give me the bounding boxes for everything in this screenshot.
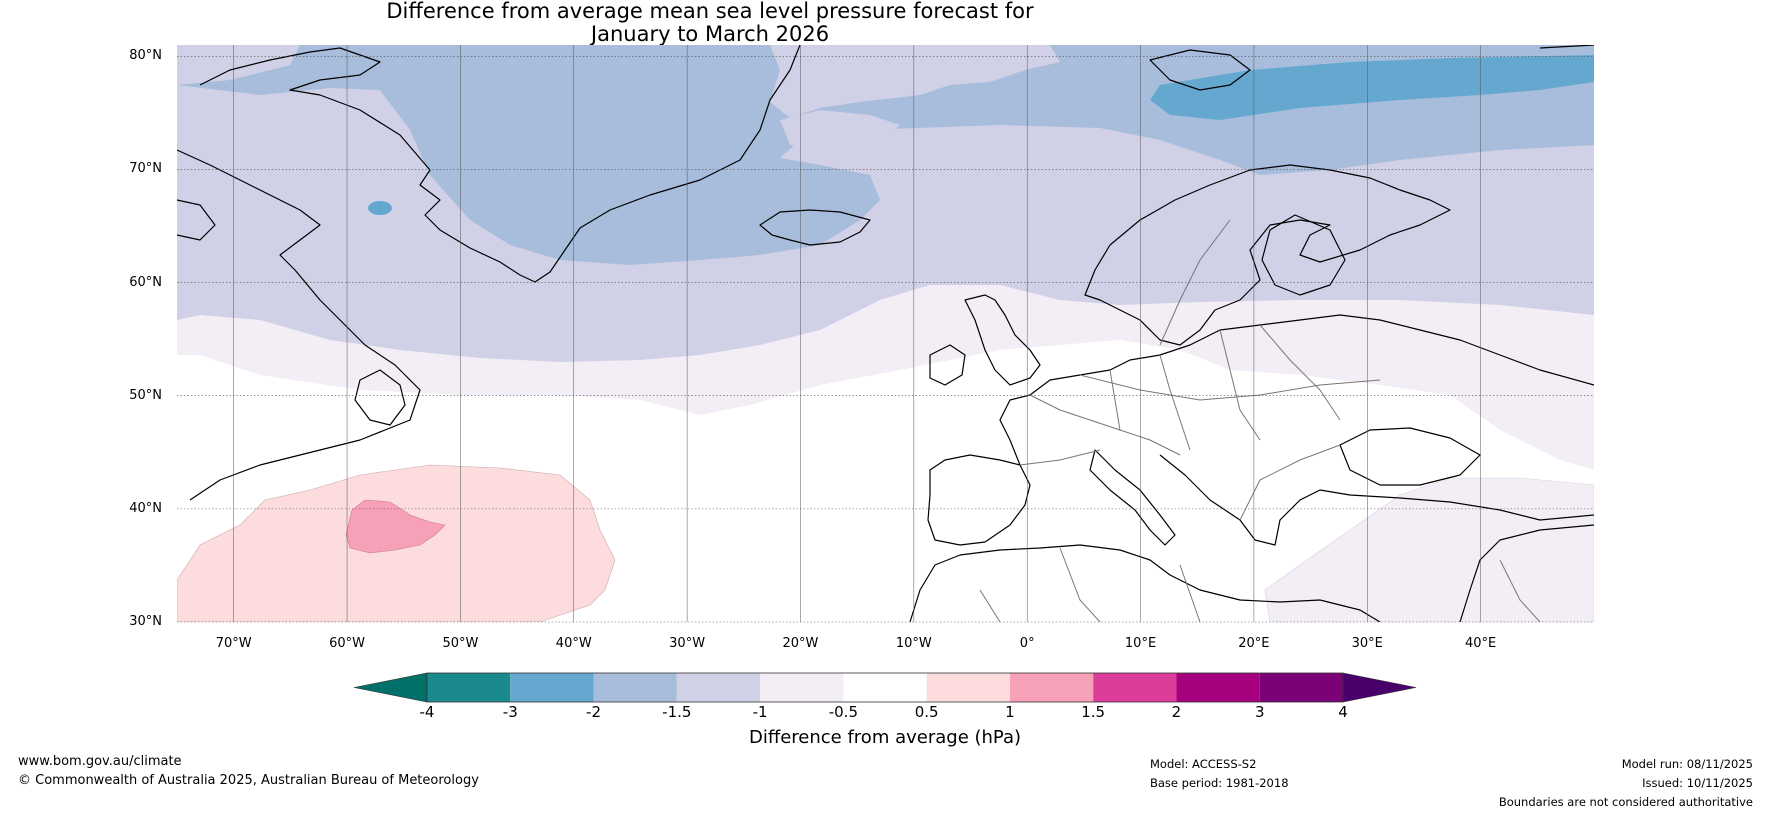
colorbar-tick-label: -2	[586, 703, 602, 721]
border-11	[1059, 547, 1101, 622]
scandinavia-coast	[1084, 164, 1451, 346]
border-9	[1159, 219, 1231, 346]
anomaly-band-minus3	[1150, 55, 1594, 120]
border-8	[1239, 444, 1341, 521]
anomaly-patch-minus3-west	[368, 201, 392, 215]
colorbar-tick-label: 0.5	[914, 703, 939, 721]
great-britain-coast	[964, 294, 1041, 386]
ireland-coast	[929, 344, 966, 386]
longitude-label: 30°W	[669, 636, 706, 651]
black-sea-coast	[1339, 427, 1481, 486]
colorbar-segment	[1259, 673, 1343, 702]
longitude-label: 10°W	[895, 636, 932, 651]
colorbar-segment	[843, 673, 927, 702]
colorbar-segment	[760, 673, 844, 702]
colorbar-tick-label: -0.5	[828, 703, 858, 721]
longitude-label: 10°E	[1124, 636, 1157, 651]
colorbar-tick-label: -1.5	[662, 703, 692, 721]
longitude-label: 40°E	[1464, 636, 1497, 651]
border-3	[1159, 354, 1191, 451]
svalbard-coast	[1149, 49, 1251, 91]
longitude-label: 50°W	[442, 636, 479, 651]
border-12	[1179, 564, 1201, 622]
colorbar	[353, 672, 1417, 703]
colorbar-over-arrow	[1342, 672, 1417, 703]
footer-model: Model: ACCESS-S2	[1150, 757, 1257, 771]
colorbar-tick-label: -4	[419, 703, 435, 721]
iberia-coast	[927, 454, 1031, 546]
border-4	[1219, 329, 1261, 441]
longitude-label: 60°W	[329, 636, 365, 651]
country-borders	[979, 219, 1541, 622]
colorbar-title: Difference from average (hPa)	[748, 727, 1022, 748]
balkans-greece-coast	[1159, 454, 1321, 546]
map-title: Difference from average mean sea level p…	[0, 0, 1420, 46]
footer-url[interactable]: www.bom.gov.au/climate	[18, 754, 182, 769]
border-2	[1109, 369, 1121, 431]
north-africa-coast	[909, 544, 1381, 622]
border-1	[1029, 394, 1181, 456]
longitude-label: 40°W	[555, 636, 592, 651]
border-6	[1079, 374, 1381, 401]
colorbar-tick-label: 1.5	[1081, 703, 1106, 721]
colorbar-segment	[1009, 673, 1094, 702]
pressure-anomaly-field	[177, 45, 1594, 622]
canada-coast	[177, 149, 421, 501]
latitude-label: 50°N	[129, 387, 162, 403]
longitude-label: 20°E	[1238, 636, 1270, 651]
graticule	[177, 45, 1594, 623]
border-13	[1499, 559, 1541, 622]
canada-islands	[177, 199, 216, 241]
colorbar-frame	[426, 672, 1344, 703]
greenland-coast	[199, 45, 801, 283]
border-7	[1019, 449, 1101, 466]
novaya-zemlya-coast	[1539, 45, 1594, 49]
france-coast	[999, 394, 1031, 466]
border-10	[979, 589, 1001, 622]
title-line-2: January to March 2026	[590, 22, 830, 46]
colorbar-tick-label: -1	[752, 703, 768, 721]
levant-coast	[1459, 524, 1594, 622]
colorbar-segment	[1093, 673, 1177, 702]
longitude-label: 70°W	[215, 636, 252, 651]
colorbar-segment	[926, 673, 1010, 702]
colorbar-segment	[593, 673, 677, 702]
footer-model-run: Model run: 08/11/2025	[1621, 757, 1753, 771]
iceland-coast	[759, 209, 871, 246]
colorbar-tick-label: 3	[1254, 703, 1265, 721]
title-line-1: Difference from average mean sea level p…	[386, 0, 1034, 23]
longitude-label: 0°	[1019, 636, 1035, 651]
border-5	[1259, 324, 1341, 421]
anomaly-band-plus1	[345, 499, 446, 554]
finland-coast	[1261, 214, 1346, 296]
colorbar-tick-label: 1	[1005, 703, 1015, 721]
longitude-label: 20°W	[782, 636, 819, 651]
colorbar-segment	[510, 673, 594, 702]
colorbar-segment	[1176, 673, 1260, 702]
latitude-label: 40°N	[129, 500, 162, 516]
latitude-label: 30°N	[129, 614, 162, 629]
latitude-label: 60°N	[129, 274, 162, 290]
latitude-label: 70°N	[129, 161, 162, 177]
italy-coast	[1089, 449, 1176, 546]
colorbar-tick-label: 4	[1338, 703, 1348, 721]
colorbar-tick-label: 2	[1171, 703, 1182, 721]
footer-disclaimer: Boundaries are not considered authoritat…	[1498, 795, 1753, 809]
colorbar-under-arrow	[353, 672, 428, 703]
latitude-label: 80°N	[129, 48, 162, 64]
longitude-label: 30°E	[1351, 636, 1383, 651]
newfoundland-coast	[354, 369, 406, 426]
turkey-coast	[1319, 489, 1594, 521]
colorbar-segment	[676, 673, 761, 702]
footer-base-period: Base period: 1981-2018	[1150, 776, 1289, 790]
footer-issued: Issued: 10/11/2025	[1642, 776, 1753, 790]
colorbar-segment	[427, 673, 511, 702]
anomaly-band-minus1-5-iceland	[780, 110, 900, 150]
anomaly-band-minus1-se	[1264, 477, 1594, 622]
colorbar-tick-label: -3	[502, 703, 518, 721]
footer-copyright: © Commonwealth of Australia 2025, Austra…	[18, 773, 479, 788]
